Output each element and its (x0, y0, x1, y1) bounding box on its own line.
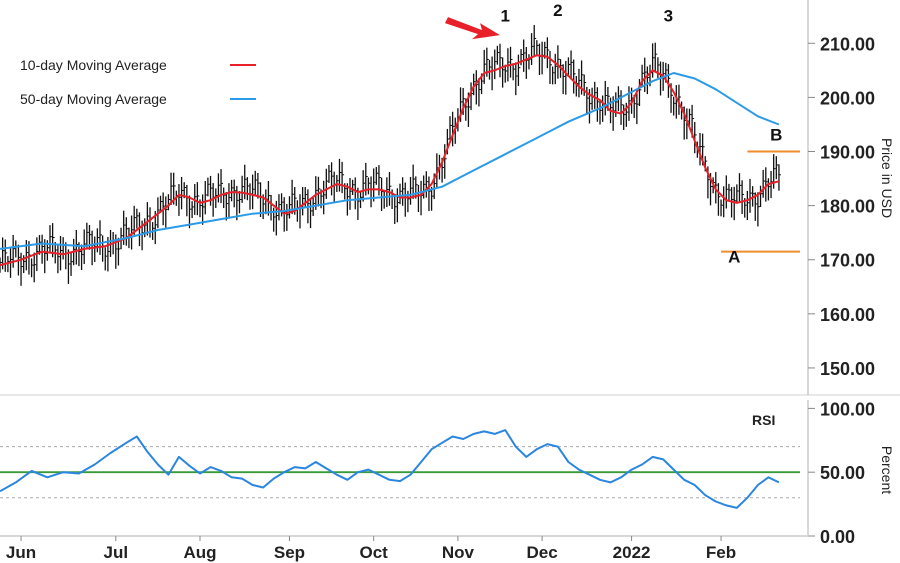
annotation-label: 3 (664, 7, 673, 26)
price-tick-label: 190.00 (820, 143, 875, 163)
moving-average-lines (0, 54, 780, 267)
price-tick-label: 200.00 (820, 88, 875, 108)
x-tick-label: Aug (183, 543, 216, 562)
price-panel: 210.00 200.00 190.00 180.00 170.00 160.00 150.… (0, 0, 900, 396)
price-y-label: Price in USD (879, 138, 895, 218)
price-tick-label: 150.00 (820, 359, 875, 379)
rsi-panel: 100.00 50.00 0.00 RSI Percent (0, 399, 895, 547)
legend-label-ma10: 10-day Moving Average (20, 57, 167, 73)
arrow-icon (445, 17, 500, 40)
x-tick-label: Nov (442, 543, 475, 562)
annotation-label: B (770, 126, 782, 145)
annotation-label: 2 (553, 1, 562, 20)
x-tick-label: 2022 (613, 543, 651, 562)
price-y-ticks: 210.00 200.00 190.00 180.00 170.00 160.00 150.… (808, 34, 875, 379)
rsi-tick-label: 0.00 (820, 527, 855, 547)
x-tick-label: Feb (706, 543, 736, 562)
annotation-label: A (728, 247, 740, 266)
ma10-line (0, 54, 780, 267)
arrow-shape (445, 17, 500, 40)
x-tick-label: Dec (527, 543, 558, 562)
price-tick-label: 180.00 (820, 197, 875, 217)
legend-label-ma50: 50-day Moving Average (20, 91, 167, 107)
rsi-title: RSI (752, 412, 775, 428)
price-tick-label: 170.00 (820, 251, 875, 271)
rsi-reference-lines (0, 446, 800, 499)
legend: 10-day Moving Average 50-day Moving Aver… (20, 57, 256, 107)
rsi-tick-label: 100.00 (820, 399, 875, 419)
price-tick-label: 210.00 (820, 34, 875, 54)
peak-labels: 1 2 3 A B (501, 1, 783, 266)
x-tick-label: Sep (274, 543, 305, 562)
rsi-tick-label: 50.00 (820, 463, 865, 483)
rsi-y-label: Percent (879, 446, 895, 494)
price-tick-label: 160.00 (820, 305, 875, 325)
rsi-line (0, 429, 780, 509)
rsi-series-line (0, 429, 780, 509)
annotation-label: 1 (501, 7, 510, 26)
support-resistance-lines (721, 150, 800, 253)
rsi-y-ticks: 100.00 50.00 0.00 (808, 399, 875, 547)
x-ticks: Jun Jul Aug Sep Oct Nov Dec 2022 Feb (6, 536, 736, 562)
ma50-line (0, 72, 780, 250)
x-tick-label: Jun (6, 543, 36, 562)
x-tick-label: Oct (360, 543, 389, 562)
x-tick-label: Jul (104, 543, 129, 562)
